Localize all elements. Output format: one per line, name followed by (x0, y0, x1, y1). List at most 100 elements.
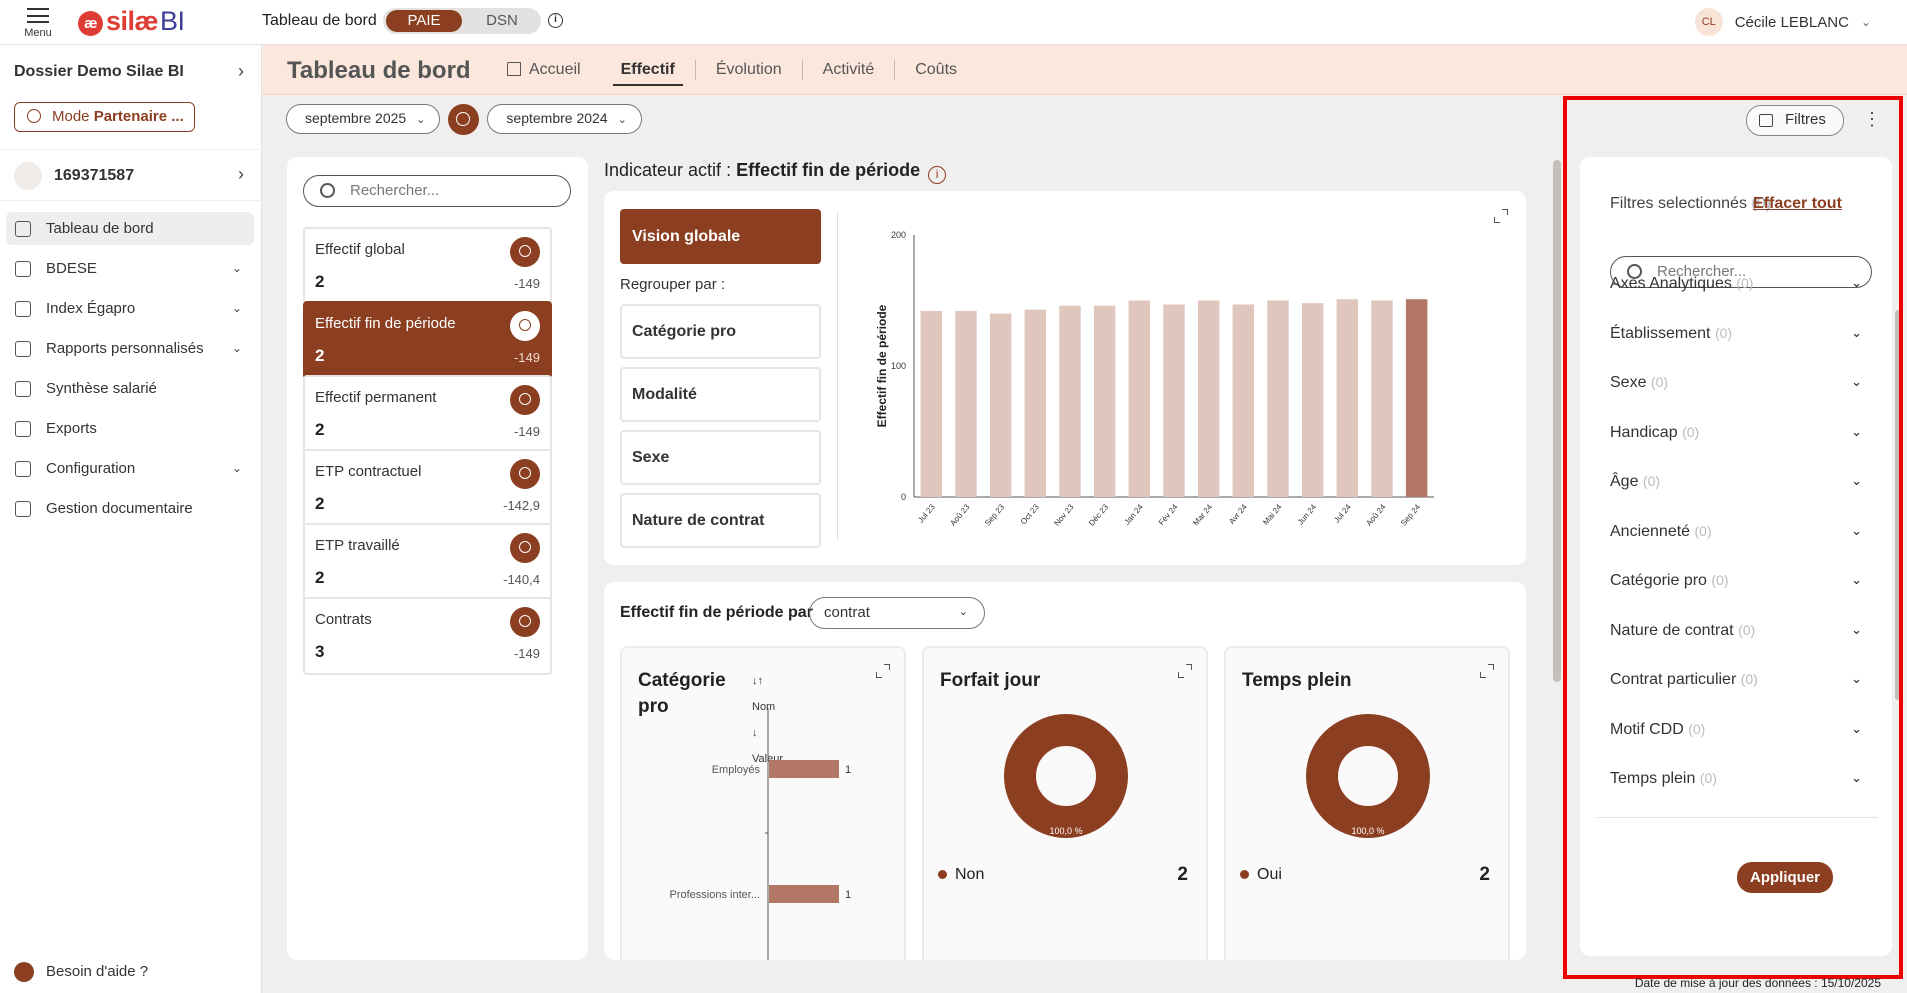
filter-row[interactable]: Contrat particulier (0) ⌄ (1610, 667, 1862, 691)
app-logo[interactable]: æ silæBI (78, 6, 185, 37)
info-icon[interactable]: i (548, 13, 563, 28)
filter-panel-icon (1759, 114, 1773, 127)
filter-label: Temps plein (1610, 770, 1696, 787)
sidebar-item-label: Rapports personnalisés (46, 340, 204, 357)
tab-effectif[interactable]: Effectif (601, 45, 695, 95)
expand-icon[interactable] (1480, 664, 1494, 678)
filter-row[interactable]: Ancienneté (0) ⌄ (1610, 519, 1862, 543)
chevron-right-icon: › (238, 61, 244, 81)
filter-row[interactable]: Axes Analytiques (0) ⌄ (1610, 271, 1862, 295)
bar (1059, 305, 1081, 497)
dossier-selector[interactable]: Dossier Demo Silae BI › (14, 61, 244, 81)
mode-switch: PAIE DSN (383, 8, 541, 34)
kpi-card[interactable]: Effectif permanent 2 -149 (303, 375, 552, 453)
filtres-button[interactable]: Filtres (1746, 105, 1844, 136)
bar (920, 310, 943, 497)
kpi-card[interactable]: Effectif fin de période 2 -149 (303, 301, 552, 379)
user-icon (27, 109, 41, 123)
menu-button[interactable]: Menu (22, 6, 54, 40)
sort-by-name[interactable]: ↓↑ Nom (752, 668, 783, 720)
current-period-select[interactable]: septembre 2025 ⌄ (286, 104, 441, 134)
expand-icon[interactable] (1494, 209, 1508, 223)
chevron-right-icon: › (238, 164, 244, 184)
group-by-modalite[interactable]: Modalité (620, 367, 821, 422)
sidebar-item-synthese-salarie[interactable]: Synthèse salarié (6, 372, 254, 405)
kpi-search-icon[interactable] (510, 533, 540, 563)
kpi-search-icon[interactable] (510, 311, 540, 341)
breakdown-card: Effectif fin de période par contrat ⌄ Cat… (604, 582, 1526, 960)
main-chart-card: Vision globale Regrouper par : Catégorie… (604, 191, 1526, 565)
siret-selector[interactable]: 169371587 › (0, 149, 262, 201)
sidebar-item-gestion-documentaire[interactable]: Gestion documentaire (6, 492, 254, 525)
kpi-search-icon[interactable] (510, 237, 540, 267)
sidebar-item-configuration[interactable]: Configuration ⌄ (6, 452, 254, 485)
expand-icon[interactable] (1178, 664, 1192, 678)
kpi-search-icon[interactable] (510, 607, 540, 637)
filter-scrollbar[interactable] (1895, 310, 1901, 700)
group-by-sexe[interactable]: Sexe (620, 430, 821, 485)
clear-all-link[interactable]: Effacer tout (1753, 195, 1842, 212)
home-icon (507, 62, 521, 76)
mode-option-dsn[interactable]: DSN (486, 12, 518, 29)
filter-count: (0) (1682, 423, 1700, 440)
kpi-search-icon[interactable] (510, 459, 540, 489)
breakdown-select[interactable]: contrat ⌄ (809, 597, 985, 629)
kpi-card[interactable]: ETP contractuel 2 -142,9 (303, 449, 552, 527)
filter-row[interactable]: Établissement (0) ⌄ (1610, 321, 1862, 345)
mode-option-paie[interactable]: PAIE (386, 10, 462, 32)
sort-options: ↓↑ Nom ↓ Valeur (752, 668, 783, 772)
kpi-search-placeholder: Rechercher... (350, 182, 440, 199)
filter-row[interactable]: Catégorie pro (0) ⌄ (1610, 568, 1862, 592)
kpi-card[interactable]: Contrats 3 -149 (303, 597, 552, 675)
tab-divider (894, 60, 896, 80)
vision-globale-button[interactable]: Vision globale (620, 209, 821, 264)
filter-row[interactable]: Âge (0) ⌄ (1610, 469, 1862, 493)
sidebar-item-label: Index Égapro (46, 300, 136, 317)
donut-slice (1004, 714, 1128, 838)
tab-activite[interactable]: Activité (822, 61, 875, 78)
category-label: Professions inter... (670, 889, 761, 901)
slice-label: 100,0 % (1049, 826, 1082, 836)
kpi-value: 2 (315, 272, 325, 291)
filter-row[interactable]: Sexe (0) ⌄ (1610, 370, 1862, 394)
kpi-card[interactable]: ETP travaillé 2 -140,4 (303, 523, 552, 601)
x-tick-label: Sep 23 (983, 502, 1007, 528)
kpi-card[interactable]: Effectif global 2 -149 (303, 227, 552, 305)
sidebar-nav: Tableau de bord BDESE ⌄ Index Égapro ⌄ Rappor… (6, 212, 254, 532)
filter-search-input[interactable]: Rechercher... (1610, 256, 1872, 288)
compare-clock-icon[interactable] (448, 103, 480, 135)
kpi-search-icon[interactable] (510, 385, 540, 415)
group-by-categorie-pro[interactable]: Catégorie pro (620, 304, 821, 359)
filter-row[interactable]: Temps plein (0) ⌄ (1610, 766, 1862, 790)
more-options-icon[interactable]: ⋮ (1863, 109, 1881, 129)
sidebar-item-exports[interactable]: Exports (6, 412, 254, 445)
sidebar-item-index-egapro[interactable]: Index Égapro ⌄ (6, 292, 254, 325)
tab-evolution[interactable]: Évolution (715, 61, 782, 78)
bar (1371, 300, 1393, 497)
tab-accueil[interactable]: Accueil (487, 45, 601, 95)
filter-row[interactable]: Nature de contrat (0) ⌄ (1610, 618, 1862, 642)
mode-partenaire-button[interactable]: Mode Partenaire ... (14, 102, 195, 132)
dashboard-icon (15, 221, 31, 237)
user-menu[interactable]: CL Cécile LEBLANC ⌄ (1694, 8, 1871, 36)
tab-couts[interactable]: Coûts (915, 61, 958, 78)
group-by-nature-contrat[interactable]: Nature de contrat (620, 493, 821, 548)
sidebar-item-tableau-de-bord[interactable]: Tableau de bord (6, 212, 254, 245)
info-icon[interactable]: i (928, 166, 947, 184)
chevron-down-icon: ⌄ (1851, 770, 1862, 785)
siret-number: 169371587 (54, 167, 135, 184)
legend-row: Non 2 (938, 864, 1188, 885)
filter-row[interactable]: Handicap (0) ⌄ (1610, 420, 1862, 444)
filter-row[interactable]: Motif CDD (0) ⌄ (1610, 717, 1862, 741)
sidebar-item-bdese[interactable]: BDESE ⌄ (6, 252, 254, 285)
expand-icon[interactable] (876, 664, 890, 678)
sidebar-item-rapports-personnalises[interactable]: Rapports personnalisés ⌄ (6, 332, 254, 365)
compare-period-select[interactable]: septembre 2024 ⌄ (487, 104, 642, 134)
filter-label: Catégorie pro (1610, 572, 1707, 589)
help-link[interactable]: Besoin d'aide ? (14, 961, 148, 983)
main-scrollbar[interactable] (1553, 160, 1561, 682)
kpi-search-input[interactable]: Rechercher... (303, 175, 571, 207)
search-icon (320, 183, 335, 198)
apply-button[interactable]: Appliquer (1737, 862, 1833, 893)
mode-bold: Partenaire ... (93, 108, 184, 125)
